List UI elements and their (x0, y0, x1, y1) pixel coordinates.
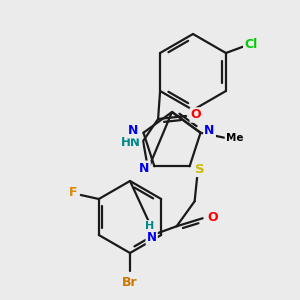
Text: HN: HN (121, 136, 141, 149)
Text: Me: Me (226, 133, 243, 143)
Text: N: N (139, 162, 150, 175)
Text: Br: Br (122, 277, 138, 290)
Text: F: F (69, 187, 77, 200)
Text: O: O (207, 211, 218, 224)
Text: N: N (128, 124, 139, 137)
Text: O: O (191, 109, 201, 122)
Text: S: S (195, 163, 204, 176)
Text: N: N (147, 231, 157, 244)
Text: Cl: Cl (244, 38, 257, 52)
Text: H: H (145, 221, 154, 231)
Text: N: N (204, 124, 215, 137)
